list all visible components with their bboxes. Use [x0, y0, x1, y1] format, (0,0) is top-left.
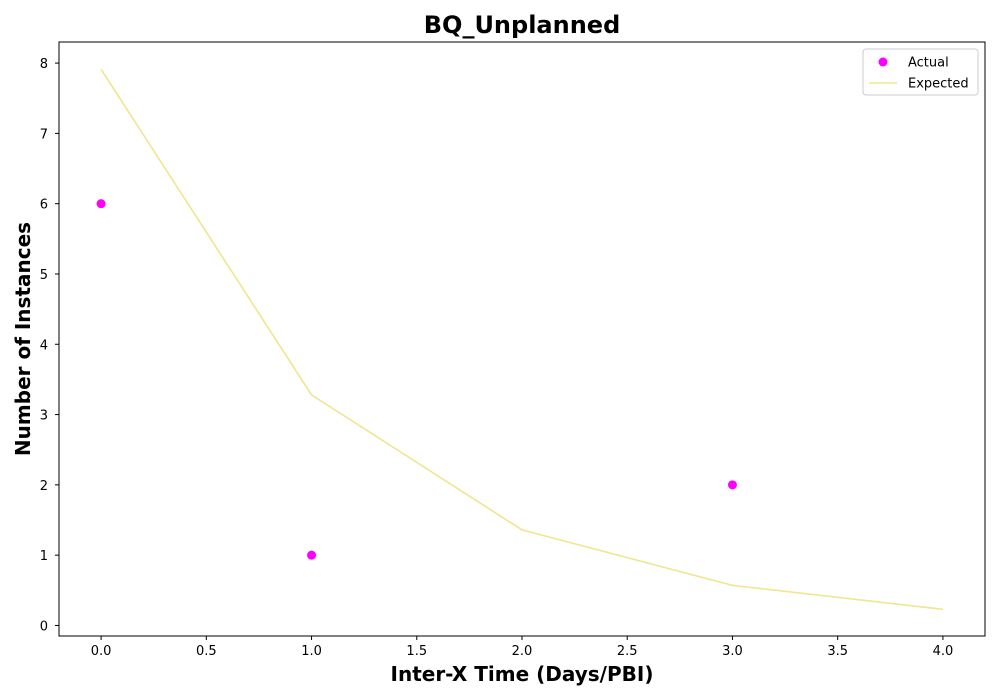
legend-label: Expected — [908, 77, 969, 92]
x-tick-label: 0.5 — [196, 644, 217, 659]
y-tick-label: 7 — [40, 127, 48, 142]
y-tick-label: 3 — [40, 409, 48, 424]
legend: Actual Expected — [862, 48, 979, 96]
legend-label: Actual — [908, 56, 949, 71]
x-axis-ticks: 0.0 0.5 1.0 1.5 2.0 2.5 3.0 3.5 4.0 — [91, 636, 954, 659]
y-tick-label: 5 — [40, 268, 48, 283]
x-tick-label: 2.0 — [512, 644, 533, 659]
y-tick-label: 2 — [40, 479, 48, 494]
x-axis-label: Inter-X Time (Days/PBI) — [391, 662, 654, 686]
x-tick-label: 1.5 — [406, 644, 427, 659]
series-layer — [96, 68, 943, 611]
y-axis-label: Number of Instances — [11, 222, 35, 456]
y-tick-label: 1 — [40, 549, 48, 564]
x-tick-label: 2.5 — [617, 644, 638, 659]
y-tick-label: 4 — [40, 338, 48, 353]
chart-title: BQ_Unplanned — [424, 11, 621, 39]
y-axis-ticks: 0 1 2 3 4 5 6 7 8 — [40, 57, 59, 634]
actual-point — [307, 550, 317, 560]
y-tick-label: 0 — [40, 619, 48, 634]
x-tick-label: 0.0 — [91, 644, 112, 659]
x-tick-label: 3.5 — [827, 644, 848, 659]
x-tick-label: 1.0 — [301, 644, 322, 659]
y-tick-label: 8 — [40, 57, 48, 72]
y-tick-label: 6 — [40, 198, 48, 213]
legend-marker-actual — [878, 57, 888, 67]
expected-line — [100, 68, 943, 611]
x-tick-label: 3.0 — [722, 644, 743, 659]
actual-point — [727, 480, 737, 490]
actual-point — [96, 199, 106, 209]
x-tick-label: 4.0 — [933, 644, 954, 659]
